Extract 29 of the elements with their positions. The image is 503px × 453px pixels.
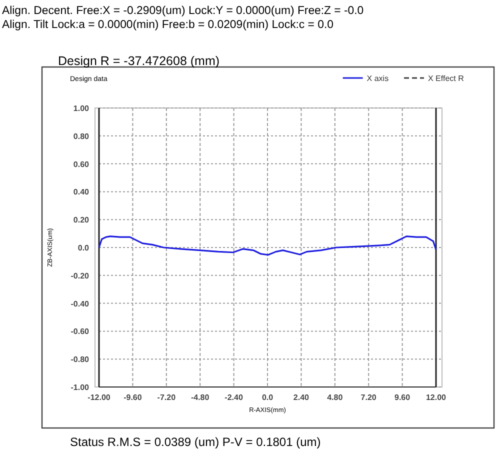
- y-tick-label: -0.20: [70, 271, 90, 280]
- legend-label: X Effect R: [428, 74, 464, 83]
- x-tick-label: 7.20: [360, 393, 377, 402]
- y-tick-label: 0.0: [78, 244, 90, 252]
- y-tick-label: 0.40: [73, 188, 90, 197]
- x-tick-label: -4.80: [190, 393, 210, 402]
- line-series: [98, 236, 437, 256]
- y-tick-label: -0.80: [70, 355, 90, 364]
- y-tick-label: -1.00: [70, 383, 90, 392]
- chart-title: Design R = -37.472608 (mm): [58, 54, 220, 68]
- y-tick-label: -0.40: [70, 299, 90, 308]
- y-tick-label: -0.60: [70, 327, 90, 336]
- y-tick-label: 0.80: [73, 132, 90, 141]
- text: Status R.M.S = 0.0389 (um) P-V = 0.1801 (um): [70, 435, 321, 449]
- x-tick-label: -7.20: [157, 393, 176, 402]
- x-tick-label: 9.60: [394, 393, 411, 402]
- x-tick-label: 2.40: [293, 393, 310, 402]
- y-tick-label: 1.00: [73, 104, 90, 113]
- legend-label: X axis: [366, 74, 389, 83]
- x-tick-label: 4.80: [327, 393, 344, 402]
- text: Align. Decent. Free:X = -0.2909(um) Lock:Y = 0.0000(um) Free:Z = -0.0: [2, 5, 364, 17]
- y-tick-label: 0.60: [73, 160, 90, 169]
- x-tick-label: 0.0: [262, 393, 274, 402]
- x-tick-label: -12.00: [88, 393, 111, 402]
- text: Align. Tilt Lock:a = 0.0000(min) Free:b = 0.0209(min) Lock:c = 0.0: [2, 19, 334, 31]
- x-tick-label: 12.00: [426, 393, 447, 402]
- y-tick-label: 0.20: [73, 216, 90, 225]
- x-tick-label: -2.40: [224, 393, 244, 402]
- x-tick-label: -9.60: [124, 393, 142, 402]
